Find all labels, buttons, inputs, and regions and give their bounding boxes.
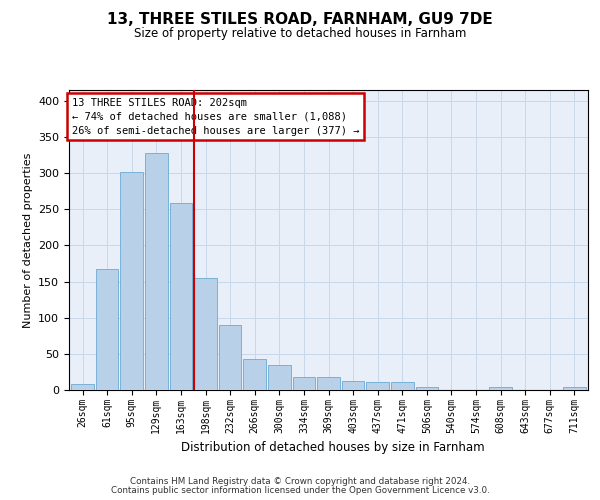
Bar <box>317 377 340 390</box>
Text: Size of property relative to detached houses in Farnham: Size of property relative to detached ho… <box>134 28 466 40</box>
Bar <box>244 359 266 390</box>
Bar <box>268 364 290 390</box>
Bar <box>145 153 167 390</box>
Bar <box>121 172 143 390</box>
Bar <box>391 382 413 390</box>
Text: 13, THREE STILES ROAD, FARNHAM, GU9 7DE: 13, THREE STILES ROAD, FARNHAM, GU9 7DE <box>107 12 493 28</box>
Text: Contains HM Land Registry data © Crown copyright and database right 2024.: Contains HM Land Registry data © Crown c… <box>130 477 470 486</box>
Bar <box>170 204 192 390</box>
Bar <box>342 382 364 390</box>
Bar <box>96 268 118 390</box>
Text: Contains public sector information licensed under the Open Government Licence v3: Contains public sector information licen… <box>110 486 490 495</box>
Text: Distribution of detached houses by size in Farnham: Distribution of detached houses by size … <box>181 441 485 454</box>
Bar <box>367 382 389 390</box>
Bar <box>71 384 94 390</box>
Bar <box>219 325 241 390</box>
Bar <box>194 278 217 390</box>
Bar <box>293 377 315 390</box>
Y-axis label: Number of detached properties: Number of detached properties <box>23 152 32 328</box>
Bar <box>563 387 586 390</box>
Bar <box>416 387 438 390</box>
Bar <box>490 387 512 390</box>
Text: 13 THREE STILES ROAD: 202sqm
← 74% of detached houses are smaller (1,088)
26% of: 13 THREE STILES ROAD: 202sqm ← 74% of de… <box>71 98 359 136</box>
